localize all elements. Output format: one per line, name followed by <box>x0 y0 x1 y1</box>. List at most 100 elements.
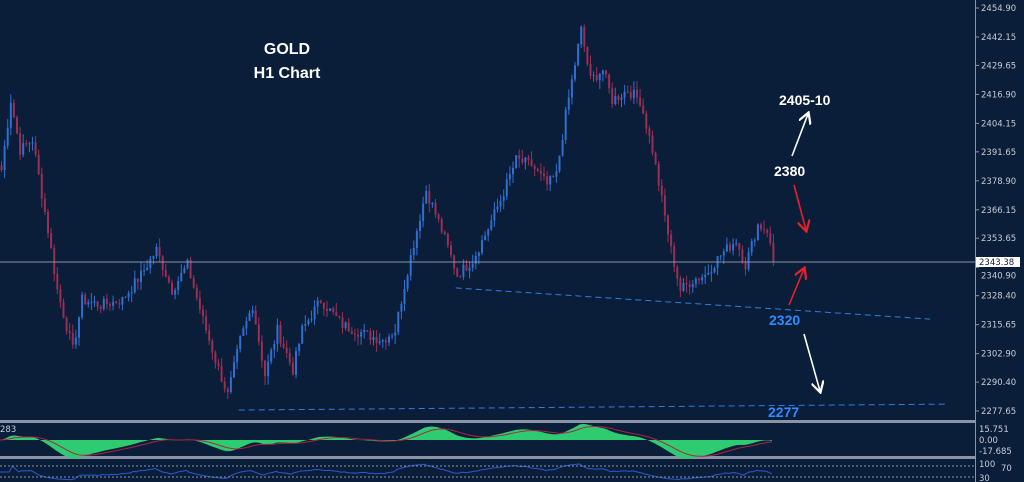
y-tick-label: 2442.15 <box>981 33 1016 43</box>
candle <box>663 188 666 222</box>
candle <box>236 344 239 370</box>
candle <box>335 302 338 317</box>
candle <box>350 326 353 335</box>
candle <box>115 300 118 304</box>
candle <box>198 290 201 314</box>
candle <box>301 323 304 344</box>
candle <box>363 323 366 339</box>
candle <box>561 134 564 157</box>
y-tick-label: 2378.90 <box>981 177 1016 187</box>
candle <box>59 284 62 308</box>
candles-layer <box>0 24 775 400</box>
candle <box>214 350 217 369</box>
candle <box>468 262 471 279</box>
candle <box>459 275 462 278</box>
y-tick-label: 2416.90 <box>981 90 1016 100</box>
candle <box>660 179 663 203</box>
candle <box>208 323 211 345</box>
candle <box>130 286 133 303</box>
candle <box>419 214 421 239</box>
title-symbol: GOLD <box>263 41 311 58</box>
candle <box>344 321 347 331</box>
candle <box>167 274 170 284</box>
candle <box>239 335 242 353</box>
candle <box>146 259 149 271</box>
candle <box>22 134 25 158</box>
candle <box>34 135 37 158</box>
candle <box>16 115 18 135</box>
candle <box>673 242 676 273</box>
candle <box>31 136 34 151</box>
rsi-line <box>0 463 773 481</box>
candle <box>112 295 115 311</box>
candle <box>81 291 84 320</box>
candle <box>595 67 598 83</box>
candle <box>192 274 195 289</box>
candle <box>257 317 260 346</box>
rsi-tick: 70 <box>1001 464 1012 474</box>
candle <box>760 222 762 232</box>
candle <box>171 279 173 296</box>
arrow-down-red <box>793 184 806 230</box>
candle <box>217 359 220 371</box>
candle <box>37 149 40 176</box>
arrow-up-white <box>791 114 808 157</box>
candle <box>43 193 46 215</box>
candle <box>381 338 384 348</box>
candle <box>307 318 310 327</box>
candle <box>366 329 369 333</box>
candle <box>276 318 279 352</box>
y-tick-label: 2404.15 <box>981 119 1016 129</box>
candle <box>357 328 359 346</box>
candle <box>642 98 645 115</box>
candle <box>769 226 772 246</box>
candle <box>195 283 198 301</box>
rsi-tick: 30 <box>979 474 990 482</box>
candle <box>651 130 654 156</box>
candle <box>729 241 731 254</box>
candle <box>205 310 208 334</box>
macd-tick: 0.00 <box>979 436 998 446</box>
candle <box>180 264 183 282</box>
candle <box>273 340 276 359</box>
rsi-tick: 100 <box>979 460 995 470</box>
candle <box>347 318 350 333</box>
macd-histogram <box>0 423 772 459</box>
candle <box>605 69 607 79</box>
candle <box>499 194 502 212</box>
candle <box>567 89 570 115</box>
candle <box>155 243 158 259</box>
candle <box>502 189 505 210</box>
candle <box>47 208 49 239</box>
candle <box>608 73 611 94</box>
candle <box>282 336 285 350</box>
candle <box>229 370 232 394</box>
candle <box>161 254 164 277</box>
candle <box>521 149 524 165</box>
candle <box>586 46 589 67</box>
y-tick-label: 2353.65 <box>981 234 1016 244</box>
candle <box>211 338 214 360</box>
candle <box>685 275 688 293</box>
candle <box>295 347 297 379</box>
candle <box>558 155 561 174</box>
candle <box>267 354 270 385</box>
candle <box>394 323 397 345</box>
candle <box>425 185 428 204</box>
candle <box>654 151 657 166</box>
y-tick-label: 2277.65 <box>981 407 1016 417</box>
candle <box>124 295 127 299</box>
candle <box>177 276 180 295</box>
candle <box>750 238 753 256</box>
y-tick-label: 2315.65 <box>981 321 1016 331</box>
candle <box>149 255 152 274</box>
candle <box>369 328 372 345</box>
candle <box>90 293 93 310</box>
target-up-label: 2405-10 <box>779 92 831 108</box>
candle <box>391 333 394 340</box>
pane-separator <box>0 420 975 423</box>
candle <box>174 287 177 300</box>
pane-separator <box>0 456 975 459</box>
candle <box>6 119 9 150</box>
y-tick-label: 2302.90 <box>981 350 1016 360</box>
